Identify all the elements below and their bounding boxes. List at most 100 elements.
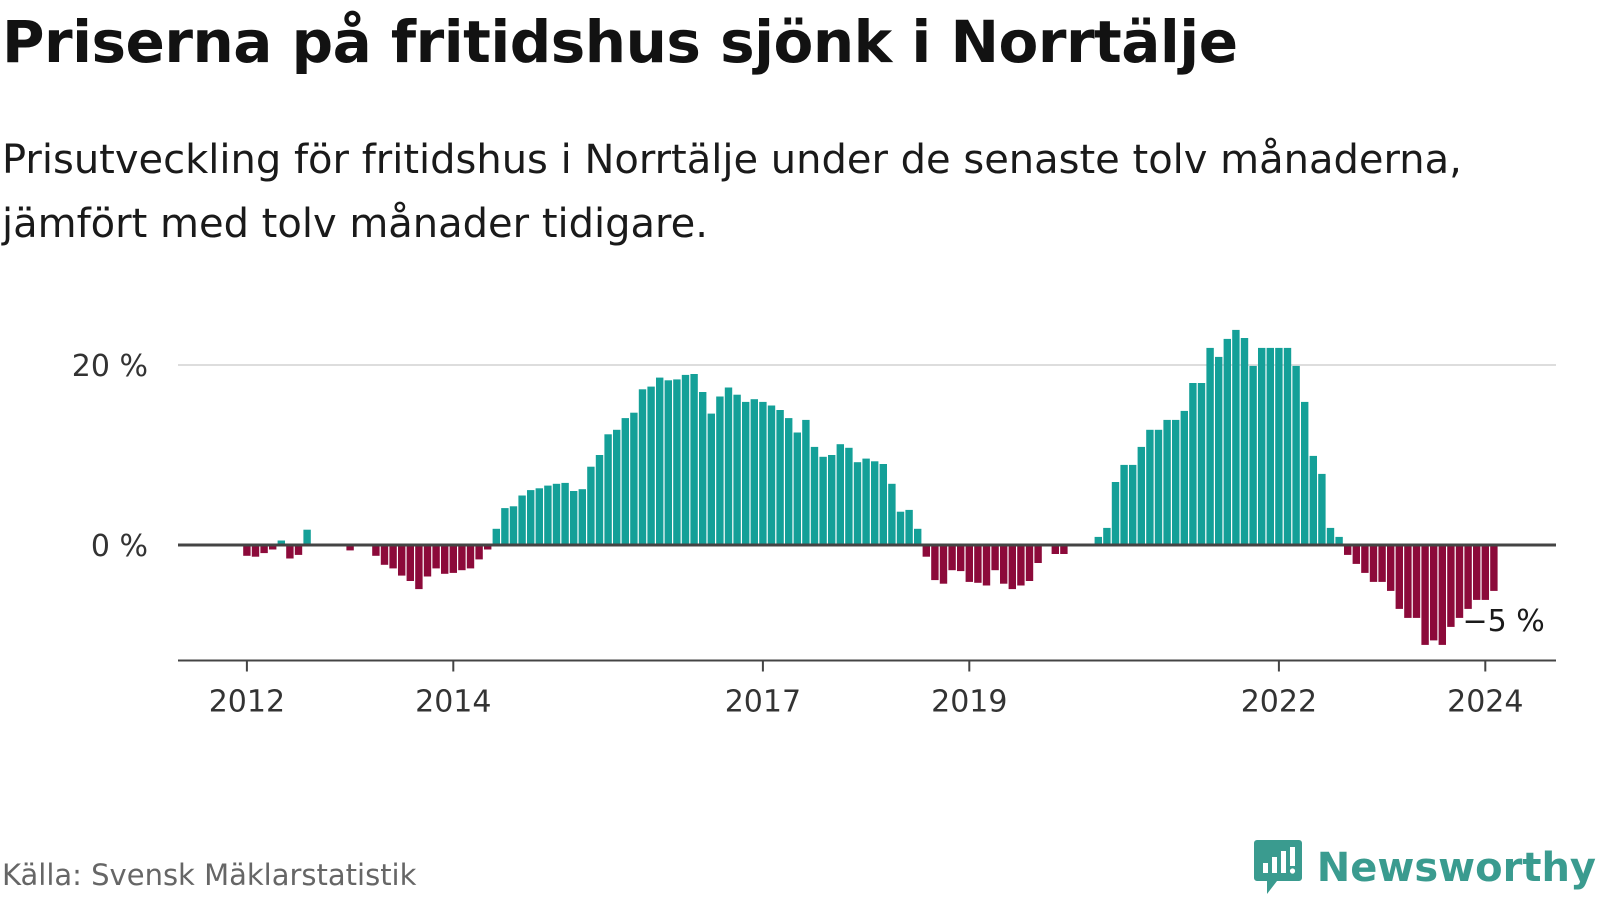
bar	[1206, 347, 1214, 545]
bar	[836, 444, 844, 545]
bar	[1258, 347, 1266, 545]
bar	[1172, 419, 1180, 545]
bar	[561, 482, 569, 545]
bar	[613, 429, 621, 545]
bar	[931, 545, 939, 581]
bar	[260, 545, 268, 554]
x-tick-label: 2019	[931, 685, 1007, 720]
bar	[527, 490, 535, 545]
bar	[957, 545, 965, 572]
bar	[750, 399, 758, 545]
bar	[802, 419, 810, 545]
bar	[759, 401, 767, 545]
bar	[1137, 446, 1145, 545]
bar	[449, 545, 457, 573]
bar	[604, 434, 612, 545]
bar	[1034, 545, 1042, 563]
bar	[458, 545, 466, 571]
bar	[277, 540, 285, 545]
bar	[1378, 545, 1386, 582]
x-tick-label: 2024	[1447, 685, 1523, 720]
bar	[1395, 545, 1403, 609]
bar	[286, 545, 294, 559]
bar	[871, 461, 879, 545]
bar	[1335, 536, 1343, 545]
bar	[1361, 545, 1369, 573]
bar	[793, 432, 801, 545]
bar	[552, 483, 561, 545]
bar	[724, 387, 733, 545]
bar	[1180, 410, 1188, 545]
bar	[466, 545, 475, 569]
bar	[251, 545, 260, 557]
bar	[1240, 338, 1249, 545]
bar	[518, 495, 526, 545]
bar	[1387, 545, 1395, 591]
bar	[1326, 527, 1335, 545]
bar	[1490, 545, 1498, 591]
bar	[647, 386, 655, 545]
bar	[1154, 429, 1163, 545]
bar	[303, 529, 311, 545]
bar	[544, 485, 552, 545]
bar	[1000, 545, 1008, 584]
bar	[1163, 419, 1171, 545]
bar	[406, 545, 414, 581]
bar	[1464, 545, 1472, 609]
bar	[389, 545, 397, 569]
bar	[380, 545, 389, 565]
bar	[982, 545, 991, 586]
bar	[1129, 464, 1137, 545]
bar	[914, 528, 922, 545]
bar	[1309, 455, 1317, 545]
bar	[1301, 401, 1309, 545]
bar	[974, 545, 982, 583]
bar	[1283, 347, 1292, 545]
bar	[716, 396, 724, 545]
bar	[742, 401, 750, 545]
bar	[1232, 329, 1240, 545]
bar	[621, 418, 629, 545]
chart-title: Priserna på fritidshus sjönk i Norrtälje	[2, 8, 1238, 76]
bar	[1447, 545, 1455, 627]
bar	[1275, 347, 1283, 545]
y-tick-label: 20 %	[72, 349, 148, 384]
bar	[673, 379, 681, 545]
bar	[690, 374, 698, 545]
bar	[656, 377, 664, 545]
bar	[432, 545, 440, 569]
bar	[965, 545, 973, 582]
x-tick-label: 2017	[725, 685, 801, 720]
bar	[415, 545, 423, 590]
bar	[595, 455, 604, 545]
bar	[664, 380, 672, 545]
bar	[1344, 545, 1352, 555]
bar	[896, 511, 905, 545]
bar	[819, 456, 827, 545]
bar	[1404, 545, 1412, 618]
bar	[1249, 365, 1257, 545]
bar	[1266, 347, 1274, 545]
bar	[1060, 545, 1068, 554]
bar	[1120, 464, 1128, 545]
x-tick-label: 2022	[1241, 685, 1317, 720]
bar	[570, 491, 578, 545]
bar	[423, 545, 432, 577]
bar	[1111, 482, 1120, 545]
bar	[1008, 545, 1016, 590]
bar	[681, 374, 690, 545]
x-tick-label: 2014	[415, 685, 491, 720]
bar	[398, 545, 406, 576]
bar	[991, 545, 999, 571]
bar	[699, 392, 707, 545]
bar	[372, 545, 380, 556]
brand-logo: Newsworthy	[1253, 838, 1596, 898]
bar	[509, 506, 518, 545]
bar	[828, 455, 836, 545]
bar	[441, 545, 449, 574]
bar	[501, 508, 509, 545]
newsworthy-logo-icon	[1253, 840, 1302, 894]
bar	[1473, 545, 1481, 600]
bar	[1103, 527, 1111, 545]
